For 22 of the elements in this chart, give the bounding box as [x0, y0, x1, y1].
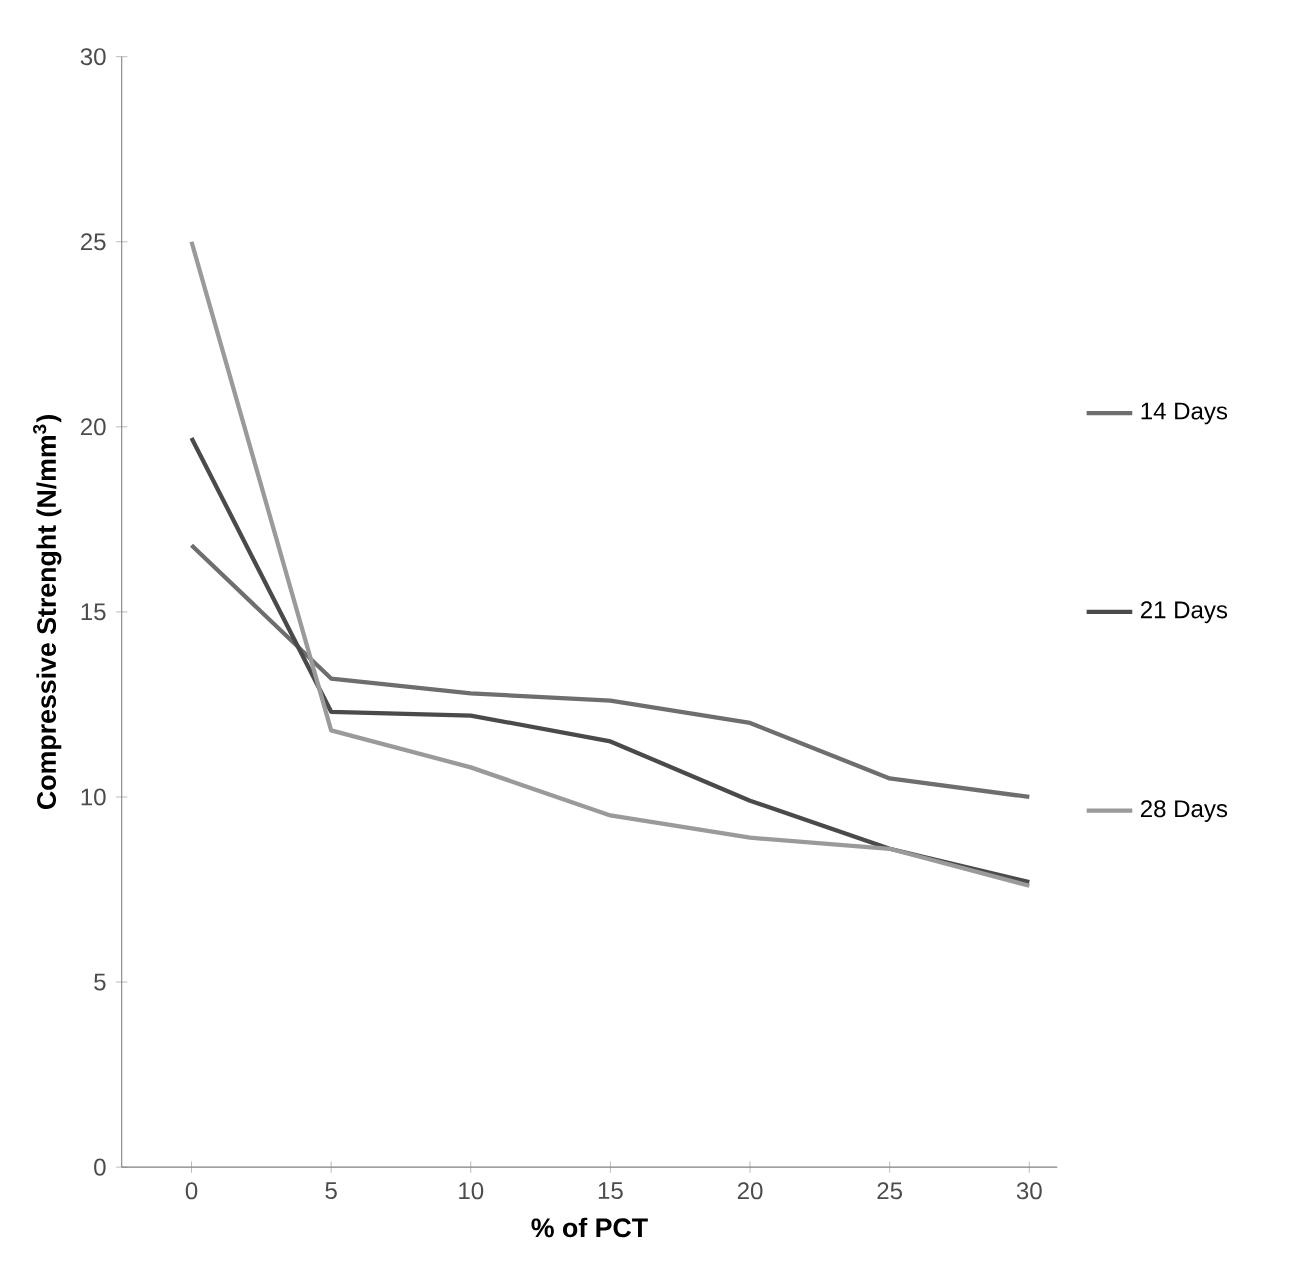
y-tick-label: 0 — [94, 1158, 106, 1176]
y-tick-label: 10 — [81, 788, 106, 806]
y-tick-label: 30 — [80, 48, 106, 66]
y-tick-label: 5 — [94, 973, 106, 991]
legend-label: 14 Days — [1141, 402, 1228, 425]
y-tick-label: 15 — [81, 603, 106, 621]
y-axis-title: Compressive Strenght (N/mm$^{3}$) — [33, 414, 62, 810]
y-tick-label: 20 — [81, 418, 106, 436]
x-axis-title: % of PCT — [531, 1217, 648, 1238]
x-tick-label: 15 — [598, 1182, 623, 1200]
legend-label: 28 Days — [1140, 800, 1228, 822]
x-tick-label: 0 — [185, 1182, 198, 1200]
line-series — [189, 435, 1032, 885]
legend-label: 21 Days — [1140, 601, 1228, 624]
line-series — [189, 239, 1032, 888]
x-tick-label: 20 — [737, 1182, 763, 1200]
y-tick-label: 25 — [81, 233, 106, 251]
x-tick-label: 30 — [1016, 1182, 1042, 1200]
x-tick-label: 25 — [877, 1182, 903, 1200]
x-tick-label: 5 — [325, 1182, 337, 1200]
x-tick-label: 10 — [459, 1182, 484, 1200]
line-series — [189, 543, 1032, 800]
